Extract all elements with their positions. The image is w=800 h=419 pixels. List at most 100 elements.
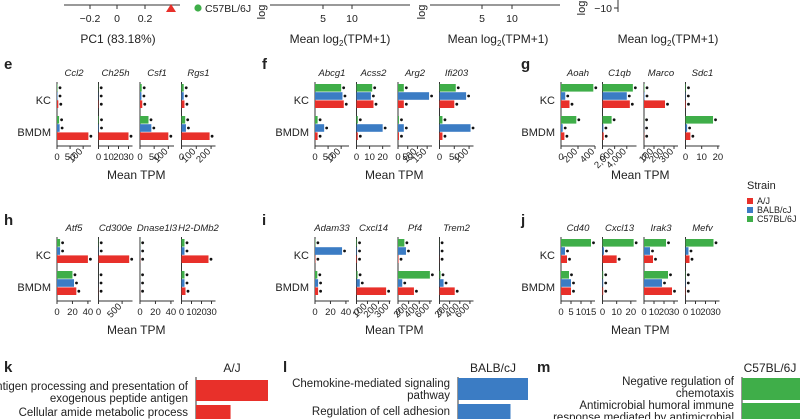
replicate-dot [99, 289, 103, 293]
replicate-dot [129, 134, 133, 138]
bar-balb-bmdm [398, 124, 404, 132]
x-tick-label: 0 [558, 307, 563, 318]
bar-aj-kc [644, 100, 665, 108]
ma-tick-label: 10 [506, 13, 518, 25]
ma-tick-label: 10 [346, 13, 358, 25]
x-tick-label: 20 [700, 307, 711, 318]
bar-balb-bmdm [57, 124, 60, 132]
bar-aj-kc [602, 100, 630, 108]
ma-x-label-sub: 2 [667, 39, 672, 48]
strain-legend: Strain A/J BALB/cJ C57BL/6J [747, 180, 797, 224]
bar-b6-bmdm [356, 116, 358, 124]
bar-aj-kc [602, 255, 617, 263]
bar-balb-kc [181, 247, 185, 255]
row-label-kc: KC [294, 95, 309, 107]
bar-balb-kc [439, 92, 467, 100]
replicate-dot [141, 289, 144, 293]
replicate-dot [358, 118, 362, 122]
bar-b6-kc [356, 239, 358, 247]
replicate-dot [673, 289, 676, 293]
replicate-dot [440, 241, 444, 245]
row-label-kc: KC [36, 95, 51, 107]
bar-aj-kc [398, 100, 404, 108]
x-tick-label: 30 [123, 152, 134, 163]
x-tick-label: 0 [179, 152, 184, 163]
replicate-dot [152, 126, 156, 130]
bar-aj-bmdm [315, 287, 319, 295]
replicate-dot [634, 241, 638, 245]
gene-label: Ifi203 [445, 68, 469, 79]
bar-balb-kc [181, 92, 184, 100]
panel-l-term-1-line1: Chemokine-mediated signaling [292, 378, 450, 390]
replicate-dot [400, 134, 403, 138]
pca-tick-label: 0.2 [138, 13, 153, 25]
replicate-dot [89, 134, 93, 138]
panel-letter-f: f [262, 56, 268, 73]
replicate-dot [570, 102, 574, 106]
gene-label: Pf4 [408, 223, 422, 234]
panel-m-term-1-line2: chemotaxis [676, 388, 734, 400]
x-tick-label: 50 [65, 152, 76, 163]
x-tick-label: 500 [105, 301, 124, 320]
bar-aj-bmdm [602, 287, 604, 295]
gene-label: Irak3 [650, 223, 672, 234]
row-label-kc: KC [540, 95, 555, 107]
x-tick-label: 20 [713, 152, 724, 163]
bar-aj-bmdm [140, 132, 169, 140]
replicate-dot [654, 257, 657, 261]
replicate-dot [605, 249, 608, 253]
bar-aj-kc [181, 100, 185, 108]
replicate-dot [358, 241, 361, 245]
replicate-dot [185, 249, 189, 253]
panel-letter-j: j [520, 212, 525, 229]
replicate-dot [318, 118, 322, 122]
x-tick-label: 0 [437, 307, 442, 318]
gene-label: Ccl2 [64, 68, 84, 79]
bar-balb-kc [140, 92, 142, 100]
bar-balb-kc [315, 247, 343, 255]
pca-legend-label: C57BL/6J [205, 3, 251, 15]
replicate-dot [645, 134, 649, 138]
row-label-bmdm: BMDM [521, 282, 555, 294]
replicate-dot [467, 94, 471, 98]
x-tick-label: 20 [377, 152, 388, 163]
bar-aj-kc [98, 255, 130, 263]
gene-label: Mefv [692, 223, 714, 234]
x-tick-label: 0 [354, 152, 359, 163]
panel-m-title: C57BL/6J [744, 361, 797, 375]
replicate-dot [686, 289, 690, 293]
bar-balb-bmdm [644, 279, 662, 287]
replicate-dot [577, 118, 581, 122]
panel-m-bar [742, 403, 800, 419]
x-tick-label: 0 [437, 152, 442, 163]
replicate-dot [604, 289, 608, 293]
bar-aj-bmdm [315, 132, 318, 140]
x-tick-label: 15 [586, 307, 597, 318]
ma-y-label-fragment: log [416, 5, 428, 20]
replicate-dot [572, 289, 575, 293]
x-tick-label: 0 [641, 307, 646, 318]
bar-b6-kc [140, 84, 142, 92]
ma-x-label-sub: 2 [497, 39, 502, 48]
replicate-dot [686, 281, 690, 285]
replicate-dot [714, 241, 718, 245]
panel-letter-m: m [537, 359, 550, 376]
bar-balb-bmdm [181, 124, 186, 132]
x-tick-label: 0 [600, 152, 605, 163]
bar-balb-bmdm [315, 124, 325, 132]
replicate-dot [686, 94, 690, 98]
replicate-dot [325, 126, 329, 130]
ma-x-label-suffix: (TPM+1) [501, 32, 548, 46]
replicate-dot [149, 118, 153, 122]
bar-aj-kc [356, 100, 374, 108]
replicate-dot [142, 86, 146, 90]
x-tick-label: 0 [179, 307, 184, 318]
x-tick-label: 0 [354, 307, 359, 318]
replicate-dot [358, 134, 362, 138]
ma-tick-label: 5 [320, 13, 326, 25]
x-tick-label: 0 [96, 152, 101, 163]
replicate-dot [570, 273, 573, 277]
bar-balb-kc [57, 92, 58, 100]
gene-label: Cxcl14 [359, 223, 388, 234]
